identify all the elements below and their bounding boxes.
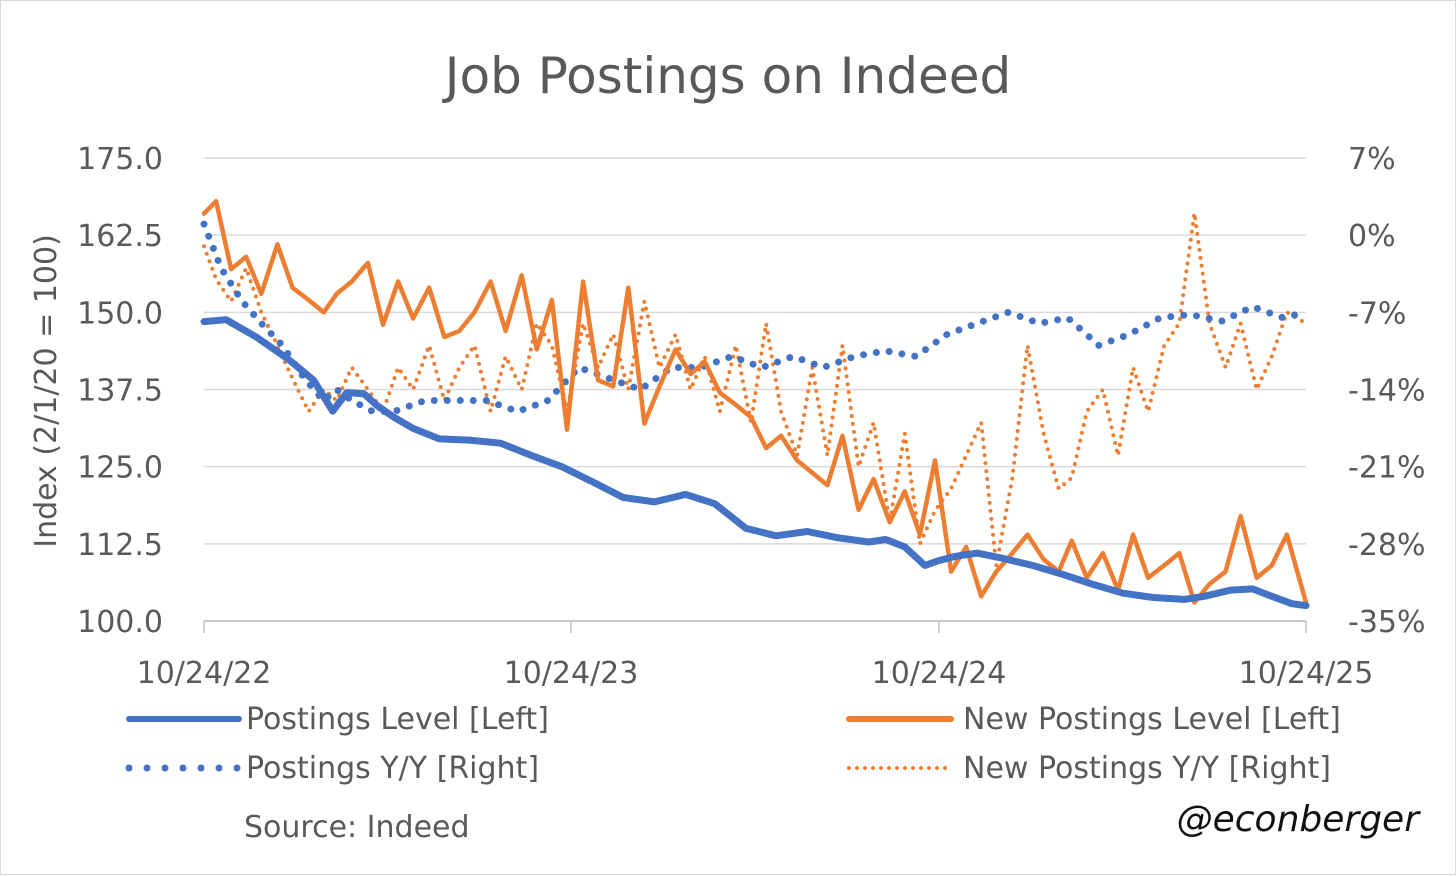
left-y-tick-label: 175.0 — [77, 142, 163, 177]
right-y-tick-label: -14% — [1348, 374, 1426, 409]
left-y-axis-ticks: 100.0 112.5 125.0 137.5 150.0 162.5 175.0 — [77, 142, 163, 640]
x-axis-ticks: 10/24/22 10/24/23 10/24/24 10/24/25 — [137, 620, 1374, 691]
left-y-axis-label: Index (2/1/20 = 100) — [29, 234, 64, 548]
left-y-tick-label: 112.5 — [77, 528, 163, 563]
legend-label: New Postings Level [Left] — [963, 702, 1341, 737]
x-tick-label: 10/24/23 — [504, 656, 639, 691]
right-y-axis-ticks: -35% -28% -21% -14% -7% 0% 7% — [1348, 142, 1426, 640]
series-line-postings-y-y-right — [200, 220, 1310, 415]
right-y-tick-label: -7% — [1348, 296, 1406, 331]
right-y-tick-label: 0% — [1348, 219, 1396, 254]
legend-label: New Postings Y/Y [Right] — [963, 751, 1331, 786]
right-y-tick-label: -28% — [1348, 528, 1426, 563]
left-y-tick-label: 150.0 — [77, 296, 163, 331]
left-y-tick-label: 162.5 — [77, 219, 163, 254]
x-tick-label: 10/24/25 — [1239, 656, 1374, 691]
legend: Postings Level [Left] New Postings Level … — [125, 702, 1341, 786]
author-credit: @econberger — [1177, 799, 1422, 840]
source-note: Source: Indeed — [244, 810, 470, 845]
right-y-tick-label: -35% — [1348, 605, 1426, 640]
left-y-tick-label: 125.0 — [77, 451, 163, 486]
right-y-tick-label: -21% — [1348, 451, 1426, 486]
x-tick-label: 10/24/22 — [137, 656, 272, 691]
chart-title: Job Postings on Indeed — [442, 47, 1011, 105]
legend-label: Postings Y/Y [Right] — [246, 751, 539, 786]
series-line-postings-level-left — [200, 316, 1310, 610]
left-y-tick-label: 100.0 — [77, 605, 163, 640]
series-layer — [200, 198, 1310, 610]
left-y-tick-label: 137.5 — [77, 374, 163, 409]
legend-label: Postings Level [Left] — [246, 702, 549, 737]
x-tick-label: 10/24/24 — [872, 656, 1007, 691]
right-y-tick-label: 7% — [1348, 142, 1396, 177]
